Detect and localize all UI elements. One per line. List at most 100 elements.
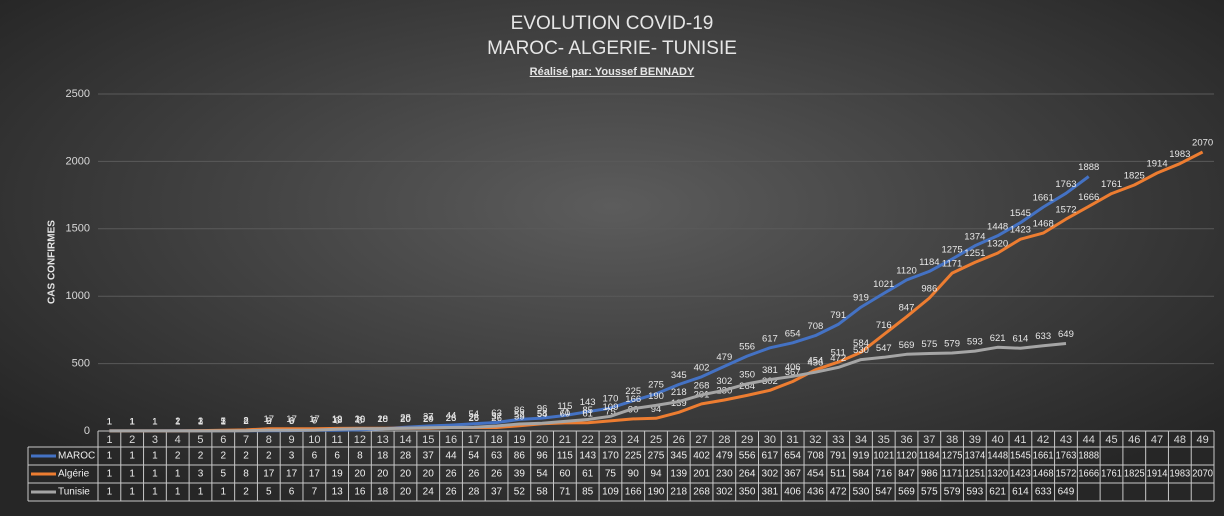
data-label: 1 bbox=[107, 416, 112, 427]
x-tick-label: 23 bbox=[604, 434, 616, 446]
table-cell: 8 bbox=[357, 451, 363, 462]
data-label: 1 bbox=[107, 416, 112, 427]
table-cell: 1184 bbox=[919, 451, 940, 462]
table-cell: 3 bbox=[289, 451, 295, 462]
x-tick-label: 4 bbox=[175, 434, 181, 446]
data-label: 302 bbox=[716, 376, 732, 387]
table-cell: 109 bbox=[602, 487, 619, 498]
data-label: 1 bbox=[221, 416, 226, 427]
table-cell: 19 bbox=[332, 469, 344, 480]
data-label: 633 bbox=[1035, 331, 1051, 342]
x-tick-label: 30 bbox=[764, 434, 776, 446]
table-cell: 26 bbox=[445, 469, 457, 480]
table-cell: 436 bbox=[807, 487, 824, 498]
data-label: 85 bbox=[582, 405, 593, 416]
table-cell: 166 bbox=[625, 487, 642, 498]
table-cell: 8 bbox=[243, 469, 249, 480]
table-cell: 26 bbox=[491, 469, 503, 480]
table-cell: 617 bbox=[762, 451, 779, 462]
table-cell: 6 bbox=[312, 451, 318, 462]
data-label: 20 bbox=[355, 414, 366, 425]
table-cell: 20 bbox=[423, 469, 435, 480]
data-label: 1983 bbox=[1169, 149, 1190, 160]
data-label: 275 bbox=[648, 379, 664, 390]
data-label: 1763 bbox=[1055, 179, 1076, 190]
data-label: 86 bbox=[514, 405, 525, 416]
table-cell: 17 bbox=[263, 469, 275, 480]
data-label: 61 bbox=[582, 408, 593, 419]
table-cell: 2 bbox=[198, 451, 204, 462]
table-cell: 791 bbox=[830, 451, 847, 462]
table-cell: 17 bbox=[286, 469, 298, 480]
data-label: 1 bbox=[152, 416, 157, 427]
table-cell: 511 bbox=[830, 469, 846, 480]
table-cell: 1374 bbox=[964, 451, 985, 462]
x-tick-label: 18 bbox=[490, 434, 502, 446]
data-label: 16 bbox=[355, 414, 366, 425]
table-cell: 1763 bbox=[1056, 451, 1077, 462]
x-tick-label: 15 bbox=[422, 434, 434, 446]
data-label: 569 bbox=[899, 340, 915, 351]
x-tick-label: 2 bbox=[129, 434, 135, 446]
table-cell: 52 bbox=[514, 487, 526, 498]
table-cell: 1320 bbox=[987, 469, 1008, 480]
x-tick-label: 14 bbox=[399, 434, 411, 446]
data-label: 1171 bbox=[942, 259, 962, 270]
table-cell: 6 bbox=[289, 487, 295, 498]
x-tick-label: 35 bbox=[878, 434, 890, 446]
data-label: 367 bbox=[785, 367, 801, 378]
data-label: 96 bbox=[537, 404, 548, 415]
table-cell: 1888 bbox=[1078, 451, 1099, 462]
data-label: 436 bbox=[807, 358, 823, 369]
data-label: 1825 bbox=[1124, 171, 1145, 182]
data-label: 17 bbox=[309, 414, 320, 425]
data-label: 13 bbox=[332, 415, 343, 426]
table-cell: 264 bbox=[739, 469, 756, 480]
x-tick-label: 29 bbox=[741, 434, 753, 446]
data-label: 75 bbox=[605, 406, 616, 417]
data-label: 593 bbox=[967, 337, 983, 348]
data-label: 5 bbox=[221, 416, 226, 427]
table-cell: 1468 bbox=[1033, 469, 1054, 480]
table-cell: 85 bbox=[582, 487, 594, 498]
x-tick-label: 44 bbox=[1083, 434, 1095, 446]
x-tick-label: 24 bbox=[627, 434, 639, 446]
data-label: 37 bbox=[423, 412, 434, 423]
data-label: 6 bbox=[334, 416, 339, 427]
table-cell: 614 bbox=[1012, 487, 1029, 498]
table-cell: 96 bbox=[537, 451, 549, 462]
table-cell: 39 bbox=[514, 469, 526, 480]
table-cell: 454 bbox=[807, 469, 824, 480]
table-cell: 3 bbox=[198, 469, 204, 480]
data-label: 26 bbox=[491, 413, 502, 424]
table-cell: 530 bbox=[853, 487, 870, 498]
data-label: 1572 bbox=[1055, 205, 1076, 216]
data-label: 39 bbox=[514, 411, 525, 422]
table-cell: 1 bbox=[129, 469, 135, 480]
x-tick-label: 9 bbox=[289, 434, 295, 446]
table-cell: 1275 bbox=[942, 451, 963, 462]
x-tick-label: 21 bbox=[559, 434, 571, 446]
x-tick-label: 37 bbox=[923, 434, 935, 446]
data-label: 28 bbox=[469, 413, 480, 424]
x-tick-label: 39 bbox=[969, 434, 981, 446]
x-tick-label: 33 bbox=[832, 434, 844, 446]
table-cell: 593 bbox=[967, 487, 984, 498]
y-tick-label: 2500 bbox=[66, 88, 90, 100]
data-label: 1120 bbox=[896, 266, 916, 277]
chart-subtitle: MAROC- ALGERIE- TUNISIE bbox=[487, 38, 737, 59]
x-tick-label: 27 bbox=[695, 434, 707, 446]
table-cell: 54 bbox=[537, 469, 549, 480]
table-cell: 13 bbox=[332, 487, 344, 498]
table-cell: 1251 bbox=[964, 469, 985, 480]
data-label: 511 bbox=[831, 348, 846, 359]
data-label: 139 bbox=[671, 398, 687, 409]
table-cell: 71 bbox=[559, 487, 571, 498]
table-cell: 1423 bbox=[1010, 469, 1031, 480]
data-label: 575 bbox=[921, 339, 937, 350]
x-tick-label: 8 bbox=[266, 434, 272, 446]
x-tick-label: 6 bbox=[220, 434, 226, 446]
table-cell: 350 bbox=[739, 487, 756, 498]
table-cell: 1 bbox=[129, 487, 135, 498]
data-label: 1374 bbox=[964, 231, 985, 242]
